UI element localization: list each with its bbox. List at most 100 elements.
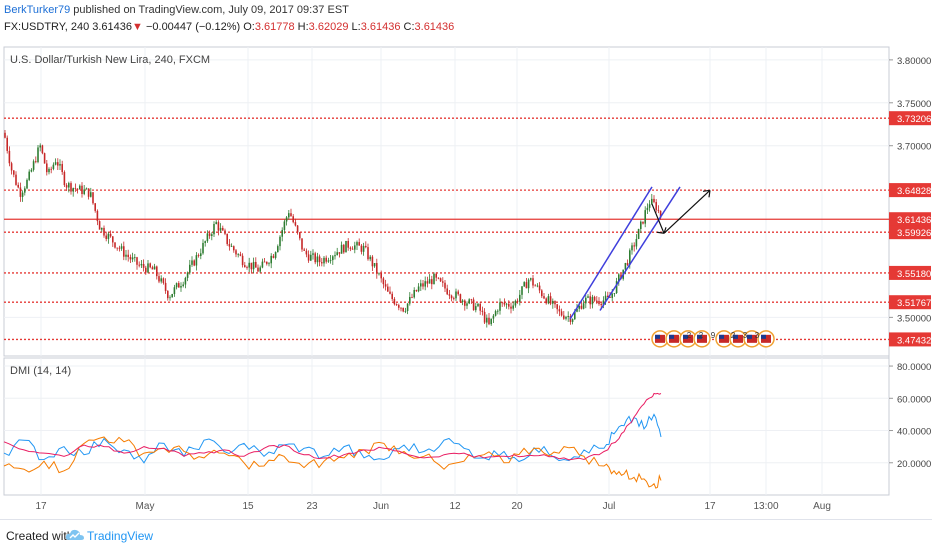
candle-body	[655, 202, 657, 210]
candle-body	[457, 291, 459, 295]
candle-body	[499, 302, 501, 311]
dmi-lines	[3, 392, 662, 489]
candle-body	[35, 161, 37, 163]
candle-body	[233, 246, 235, 251]
candle-body	[519, 294, 521, 302]
candle-body	[648, 204, 651, 208]
candle-body	[138, 264, 140, 266]
candle-body	[503, 302, 506, 305]
arrow-head-icon	[656, 227, 667, 234]
candle-body	[239, 254, 242, 256]
candle-body	[602, 300, 605, 306]
grid-lines	[4, 47, 889, 495]
candle-body	[376, 263, 378, 274]
candle-body	[534, 285, 536, 287]
candle-body	[290, 213, 292, 217]
time-tick-label: Jul	[603, 501, 616, 512]
candle-body	[72, 188, 74, 192]
candle-body	[571, 319, 574, 322]
candle-body	[530, 278, 532, 280]
time-tick-label: 20	[511, 501, 523, 512]
candle-body	[70, 183, 72, 192]
candle-body	[103, 227, 105, 236]
candle-body	[624, 262, 627, 270]
high-label: H:	[297, 21, 309, 33]
dmi-tick-label: 20.0000	[897, 459, 931, 470]
candle-body	[486, 317, 488, 323]
candle-body	[395, 304, 398, 306]
candle-body	[83, 189, 85, 195]
candle-body	[151, 267, 154, 270]
time-tick-label: 23	[306, 501, 318, 512]
candle-body	[189, 264, 191, 273]
candle-body	[547, 296, 550, 304]
event-count-label: 9	[711, 331, 716, 340]
candle-body	[266, 261, 268, 264]
candle-body	[556, 304, 558, 310]
candle-body	[600, 303, 602, 306]
candle-body	[4, 132, 6, 138]
candle-body	[37, 147, 39, 163]
candle-body	[651, 198, 653, 205]
flag-canton	[697, 334, 702, 339]
candle-body	[10, 163, 13, 171]
candle-body	[343, 244, 345, 253]
candle-body	[145, 267, 147, 273]
candle-body	[156, 266, 158, 277]
price-tick-label: 3.70000	[897, 142, 931, 153]
candle-body	[637, 228, 640, 239]
dmi-series-line	[3, 392, 662, 461]
candle-body	[332, 256, 334, 261]
candle-body	[380, 273, 382, 279]
candle-body	[431, 279, 433, 285]
candle-body	[349, 247, 352, 249]
candle-body	[283, 221, 286, 230]
time-tick-label: 15	[242, 501, 254, 512]
candle-body	[560, 311, 563, 316]
candle-body	[384, 284, 387, 287]
candle-body	[259, 267, 261, 272]
candle-body	[316, 256, 319, 263]
author-link[interactable]: BerkTurker79	[4, 4, 71, 16]
dmi-tick-label: 40.0000	[897, 427, 931, 438]
low-value: 3.61436	[360, 21, 401, 33]
candle-body	[521, 286, 523, 295]
level-price-tag	[889, 265, 931, 280]
candle-body	[417, 286, 420, 292]
candle-body	[424, 281, 426, 287]
candle-body	[123, 246, 125, 257]
candle-body	[483, 311, 486, 323]
candle-body	[585, 297, 587, 304]
candle-body	[76, 188, 79, 190]
candle-body	[277, 246, 279, 253]
candle-body	[160, 278, 162, 282]
last-price: 3.61436	[92, 21, 133, 33]
candle-body	[604, 295, 607, 301]
time-tick-label: May	[136, 501, 155, 512]
tradingview-brand-link[interactable]: TradingView	[87, 529, 154, 543]
candle-body	[466, 303, 468, 306]
candle-body	[657, 209, 660, 211]
candle-body	[112, 236, 114, 243]
candle-body	[169, 297, 171, 299]
candle-body	[134, 257, 136, 259]
candle-body	[367, 247, 369, 260]
price-pane-border	[3, 46, 890, 357]
level-price-tag	[889, 332, 931, 347]
candle-body	[65, 185, 68, 188]
level-price-tag	[889, 212, 931, 227]
candle-body	[477, 303, 479, 307]
candle-body	[437, 277, 440, 279]
candle-body	[8, 150, 11, 164]
close-label: C:	[403, 21, 415, 33]
candle-body	[268, 263, 270, 265]
candle-body	[48, 168, 50, 173]
level-price-tag-label: 3.64828	[897, 186, 931, 197]
candle-body	[61, 164, 63, 173]
candle-body	[411, 296, 413, 298]
open-value: 3.61778	[254, 21, 295, 33]
candle-body	[543, 296, 545, 299]
candle-body	[237, 254, 239, 256]
candle-body	[261, 261, 264, 268]
